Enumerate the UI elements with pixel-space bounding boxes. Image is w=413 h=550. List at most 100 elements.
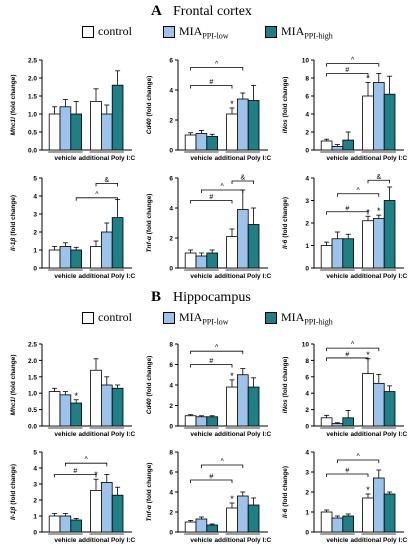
y-tick-label: 0 xyxy=(305,530,309,537)
bracket-label: ^ xyxy=(351,342,355,349)
y-tick-label: 6 xyxy=(169,176,173,183)
y-tick-label: 8 xyxy=(169,450,173,457)
chart-panel: Il-6 (fold change) 0 1 2 3 4 vehicle additional… xyxy=(282,450,407,545)
legend-swatch-control xyxy=(82,25,94,38)
bar xyxy=(383,93,396,151)
y-tick-label: 2.0 xyxy=(28,76,37,83)
bar xyxy=(70,519,83,533)
y-tick-label: 2 xyxy=(169,510,173,517)
bar xyxy=(111,217,124,269)
bar xyxy=(226,507,238,533)
y-tick-label: 4 xyxy=(169,490,173,497)
bracket-label: & xyxy=(376,174,381,181)
significance-bracket xyxy=(326,357,369,361)
y-tick-label: 6 xyxy=(169,470,173,477)
y-tick-label: 2 xyxy=(305,407,309,414)
y-tick-label: 3 xyxy=(33,482,37,489)
y-tick-label: 10 xyxy=(302,342,310,349)
bracket-label: ^ xyxy=(356,187,360,194)
y-tick-label: 4 xyxy=(33,466,37,473)
x-tick-label: additional Poly I:C xyxy=(78,273,135,280)
y-tick-label: 0 xyxy=(169,530,173,537)
bar xyxy=(206,416,219,427)
y-tick-label: 4 xyxy=(33,194,37,201)
bar xyxy=(320,245,333,269)
y-tick-label: 1 xyxy=(33,248,37,255)
bar xyxy=(195,255,208,269)
y-tick-label: 1 xyxy=(33,514,37,521)
bar xyxy=(184,415,197,427)
y-axis-unit: (fold change) xyxy=(282,197,289,240)
significance-star: * xyxy=(74,391,78,401)
bar xyxy=(362,95,374,151)
y-tick-label: 1 xyxy=(305,243,309,250)
x-tick-label: vehicle xyxy=(326,273,348,280)
y-tick-label: 1.5 xyxy=(28,94,37,101)
bar xyxy=(70,249,83,269)
chart-panel: Il-6 (fold change) 0 1 2 3 4 vehicle additional… xyxy=(282,174,407,280)
significance-star: * xyxy=(230,371,234,381)
x-tick-label: additional Poly I:C xyxy=(214,431,271,438)
y-tick-label: 0 xyxy=(305,424,309,431)
section-title: Hippocampus xyxy=(173,290,251,305)
y-axis-unit: (fold change) xyxy=(146,356,153,399)
y-axis-gene: Tnf-α xyxy=(146,235,153,252)
y-axis-label: Il-6 (fold change) xyxy=(282,197,289,249)
y-axis-label: Tnf-α (fold change) xyxy=(146,194,153,253)
y-axis-gene: iNos xyxy=(282,399,289,413)
y-tick-label: 2.5 xyxy=(28,342,37,349)
section-title: Frontal cortex xyxy=(173,4,252,19)
y-tick-label: 4 xyxy=(169,383,173,390)
significance-bracket xyxy=(190,67,244,71)
bracket-label: ^ xyxy=(215,61,219,68)
legend-label: control xyxy=(98,24,132,38)
y-tick-label: 4 xyxy=(305,391,309,398)
bar xyxy=(48,113,61,151)
chart-panel: Cd40 (fold change) 0 2 4 6 8 vehicle additional… xyxy=(146,342,271,439)
bar xyxy=(383,493,396,533)
bracket-label: ^ xyxy=(220,184,224,191)
y-axis-unit: (fold change) xyxy=(146,194,153,237)
legend-swatch-control xyxy=(82,311,94,324)
bar xyxy=(362,373,374,427)
bar xyxy=(206,136,219,151)
section-header-hippocampus: B Hippocampus control MIAPPI-low MIAPPI-… xyxy=(0,286,413,338)
x-tick-label: vehicle xyxy=(54,155,76,162)
y-tick-label: 8 xyxy=(305,76,309,83)
bracket-label: # xyxy=(209,79,213,86)
bracket-label: # xyxy=(345,468,349,475)
y-axis-label: Cd40 (fold change) xyxy=(146,76,153,135)
x-tick-label: additional Poly I:C xyxy=(214,537,271,544)
legend-swatch-mia-high xyxy=(265,312,277,325)
y-axis-gene: Il-6 xyxy=(282,239,289,249)
y-tick-label: 4 xyxy=(305,450,309,457)
bracket-label: # xyxy=(345,351,349,358)
chart-panel: Il-1β (fold change) 0 1 2 3 4 5 vehicle addition… xyxy=(10,176,135,281)
legend-item-control: control xyxy=(82,24,132,39)
bar xyxy=(111,84,124,151)
x-tick-label: vehicle xyxy=(190,155,212,162)
chart-panel: Mhc1l (fold change) 0.0 0.5 1.0 1.5 2.0 2.5 veh… xyxy=(10,342,135,439)
chart-panel: Mhc1l (fold change) 0.0 0.5 1.0 1.5 2.0 2.5 veh… xyxy=(10,58,135,163)
significance-star: * xyxy=(366,74,370,84)
significance-bracket xyxy=(231,180,254,184)
y-tick-label: 3 xyxy=(305,470,309,477)
significance-bracket xyxy=(201,464,244,468)
bar xyxy=(342,515,355,533)
x-tick-label: additional Poly I:C xyxy=(350,537,407,544)
significance-star: * xyxy=(366,485,370,495)
y-axis-label: Il-6 (fold change) xyxy=(282,466,289,518)
legend-item-mia-low: MIAPPI-low xyxy=(163,310,229,326)
bar xyxy=(331,238,344,269)
x-tick-label: vehicle xyxy=(54,273,76,280)
y-axis-gene: Il-1β xyxy=(10,507,17,520)
bar xyxy=(237,209,249,269)
y-axis-label: iNos (fold change) xyxy=(282,77,289,134)
y-axis-gene: iNos xyxy=(282,119,289,133)
bar xyxy=(237,495,249,533)
legend-item-control: control xyxy=(82,310,132,325)
significance-star: * xyxy=(377,206,381,216)
bracket-label: ^ xyxy=(215,345,219,352)
bracket-label: # xyxy=(73,468,77,475)
bar xyxy=(342,238,355,269)
